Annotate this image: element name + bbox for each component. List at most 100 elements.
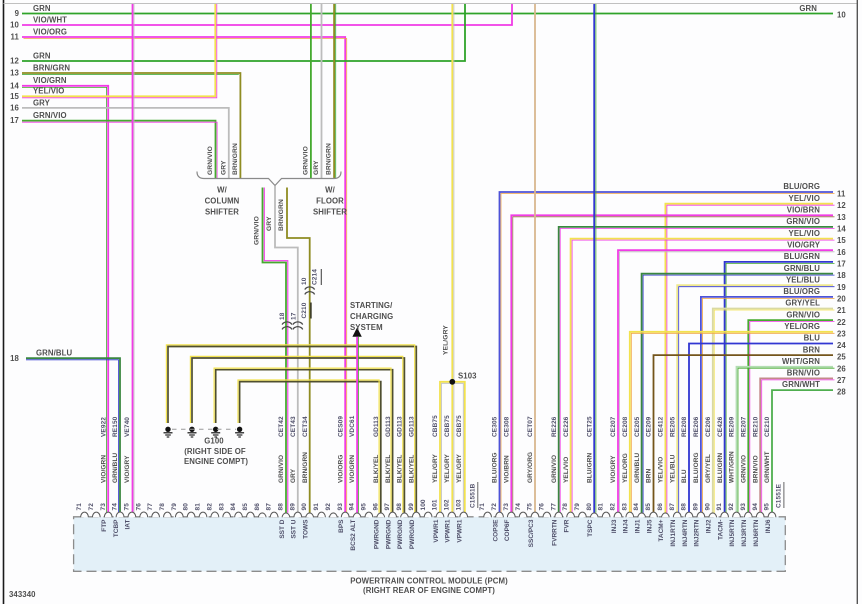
svg-text:CES09: CES09 [337, 416, 344, 437]
svg-text:POWERTRAIN CONTROL MODULE (PCM: POWERTRAIN CONTROL MODULE (PCM) [350, 577, 508, 586]
svg-text:S103: S103 [458, 372, 477, 381]
svg-text:BPS: BPS [338, 519, 345, 533]
svg-text:14: 14 [10, 81, 19, 90]
svg-text:CE210: CE210 [764, 416, 771, 437]
svg-text:IAT: IAT [125, 519, 132, 529]
svg-text:17: 17 [291, 312, 298, 320]
svg-text:78: 78 [159, 503, 166, 511]
svg-text:CBB75: CBB75 [456, 415, 463, 437]
svg-text:GRN/BLU: GRN/BLU [112, 452, 119, 483]
svg-text:92: 92 [728, 503, 735, 511]
svg-text:14: 14 [837, 225, 846, 234]
svg-text:BLK/YEL: BLK/YEL [409, 454, 416, 483]
svg-text:YEL/ORG: YEL/ORG [784, 322, 820, 331]
svg-text:VIO/GRY: VIO/GRY [124, 455, 131, 483]
svg-text:RE206: RE206 [693, 416, 700, 437]
svg-text:10: 10 [837, 11, 846, 20]
svg-text:GD113: GD113 [373, 416, 380, 437]
svg-text:9: 9 [15, 9, 20, 18]
svg-text:BLK/YEL: BLK/YEL [373, 454, 380, 483]
svg-text:18: 18 [837, 271, 846, 280]
svg-text:94: 94 [752, 503, 759, 511]
svg-text:86: 86 [254, 503, 261, 511]
svg-text:YEL/GRY: YEL/GRY [432, 453, 439, 483]
svg-text:GRY/ORG: GRY/ORG [527, 452, 534, 483]
svg-text:RE207: RE207 [741, 416, 748, 437]
svg-text:FVRRTN: FVRRTN [552, 519, 559, 546]
svg-text:GRY/YEL: GRY/YEL [785, 299, 820, 308]
svg-text:80: 80 [586, 503, 593, 511]
svg-text:85: 85 [645, 503, 652, 511]
svg-text:PWRGND: PWRGND [409, 519, 416, 549]
svg-text:YEL/VIO: YEL/VIO [789, 194, 820, 203]
svg-text:97: 97 [384, 503, 391, 511]
svg-text:TSPC: TSPC [587, 519, 594, 537]
svg-text:GD113: GD113 [397, 416, 404, 437]
svg-text:INJ6RTN: INJ6RTN [753, 519, 760, 546]
svg-text:C1551E: C1551E [776, 483, 783, 508]
svg-text:INJ3RTN: INJ3RTN [741, 519, 748, 546]
svg-text:GRN/BLU: GRN/BLU [36, 349, 72, 358]
svg-text:VE922: VE922 [100, 417, 107, 437]
svg-text:101: 101 [432, 499, 439, 510]
svg-text:77: 77 [147, 503, 154, 511]
svg-text:TACM-: TACM- [717, 520, 724, 540]
svg-text:COP3E: COP3E [492, 519, 499, 542]
svg-text:CE426: CE426 [717, 416, 724, 437]
svg-text:BLU/GRN: BLU/GRN [587, 452, 594, 483]
svg-text:BRN/GRN: BRN/GRN [278, 199, 285, 231]
svg-text:GRN/VIO: GRN/VIO [741, 455, 748, 483]
svg-text:CET42: CET42 [278, 416, 285, 437]
svg-text:BRN/VIO: BRN/VIO [752, 455, 759, 483]
svg-text:VIO/ORG: VIO/ORG [337, 454, 344, 483]
svg-text:73: 73 [100, 503, 107, 511]
svg-text:BLK/YEL: BLK/YEL [397, 454, 404, 483]
svg-text:72: 72 [491, 503, 498, 511]
svg-text:STARTING/: STARTING/ [350, 301, 393, 310]
svg-text:BRN/GRN: BRN/GRN [326, 143, 333, 175]
svg-text:INJ5RTN: INJ5RTN [729, 519, 736, 546]
svg-text:G100: G100 [204, 437, 224, 446]
svg-text:15: 15 [10, 92, 19, 101]
svg-text:81: 81 [195, 503, 202, 511]
svg-text:10: 10 [301, 277, 308, 285]
svg-text:BRN/VIO: BRN/VIO [787, 369, 820, 378]
svg-text:BRN: BRN [646, 468, 653, 483]
svg-text:GRN/VIO: GRN/VIO [786, 217, 820, 226]
svg-text:VIO/GRN: VIO/GRN [100, 455, 107, 483]
svg-text:84: 84 [230, 503, 237, 511]
svg-text:19: 19 [837, 283, 846, 292]
svg-text:VIO/BRN: VIO/BRN [787, 206, 820, 215]
svg-text:GRY: GRY [313, 160, 320, 175]
svg-text:76: 76 [539, 503, 546, 511]
svg-text:17: 17 [10, 116, 19, 125]
svg-text:73: 73 [503, 503, 510, 511]
svg-text:YEL/VIO: YEL/VIO [33, 87, 64, 96]
svg-text:RE150: RE150 [112, 416, 119, 437]
svg-text:W/: W/ [217, 186, 227, 195]
svg-text:BLU/GRN: BLU/GRN [784, 252, 820, 261]
svg-text:84: 84 [633, 503, 640, 511]
svg-text:FTP: FTP [101, 519, 108, 532]
svg-text:15: 15 [837, 236, 846, 245]
svg-text:88: 88 [278, 503, 285, 511]
svg-text:GRN: GRN [33, 4, 51, 13]
svg-text:87: 87 [669, 503, 676, 511]
svg-text:TOWS: TOWS [302, 519, 309, 539]
svg-text:11: 11 [11, 33, 20, 42]
svg-text:79: 79 [574, 503, 581, 511]
svg-text:CHARGING: CHARGING [350, 312, 393, 321]
svg-text:90: 90 [301, 503, 308, 511]
svg-text:BRN/GRN: BRN/GRN [232, 143, 239, 175]
svg-text:INJ2RTN: INJ2RTN [694, 519, 701, 546]
svg-text:GRN/VIO: GRN/VIO [207, 146, 214, 175]
svg-text:WHT/GRN: WHT/GRN [782, 357, 820, 366]
svg-text:BLU/ORG: BLU/ORG [783, 287, 820, 296]
svg-text:YEL/ORG: YEL/ORG [622, 453, 629, 483]
svg-text:13: 13 [10, 69, 19, 78]
svg-text:YEL/VIO: YEL/VIO [563, 457, 570, 483]
svg-text:87: 87 [266, 503, 273, 511]
svg-text:CE308: CE308 [504, 416, 511, 437]
svg-text:VIO/GRN: VIO/GRN [33, 76, 67, 85]
svg-text:VDC61: VDC61 [349, 415, 356, 437]
